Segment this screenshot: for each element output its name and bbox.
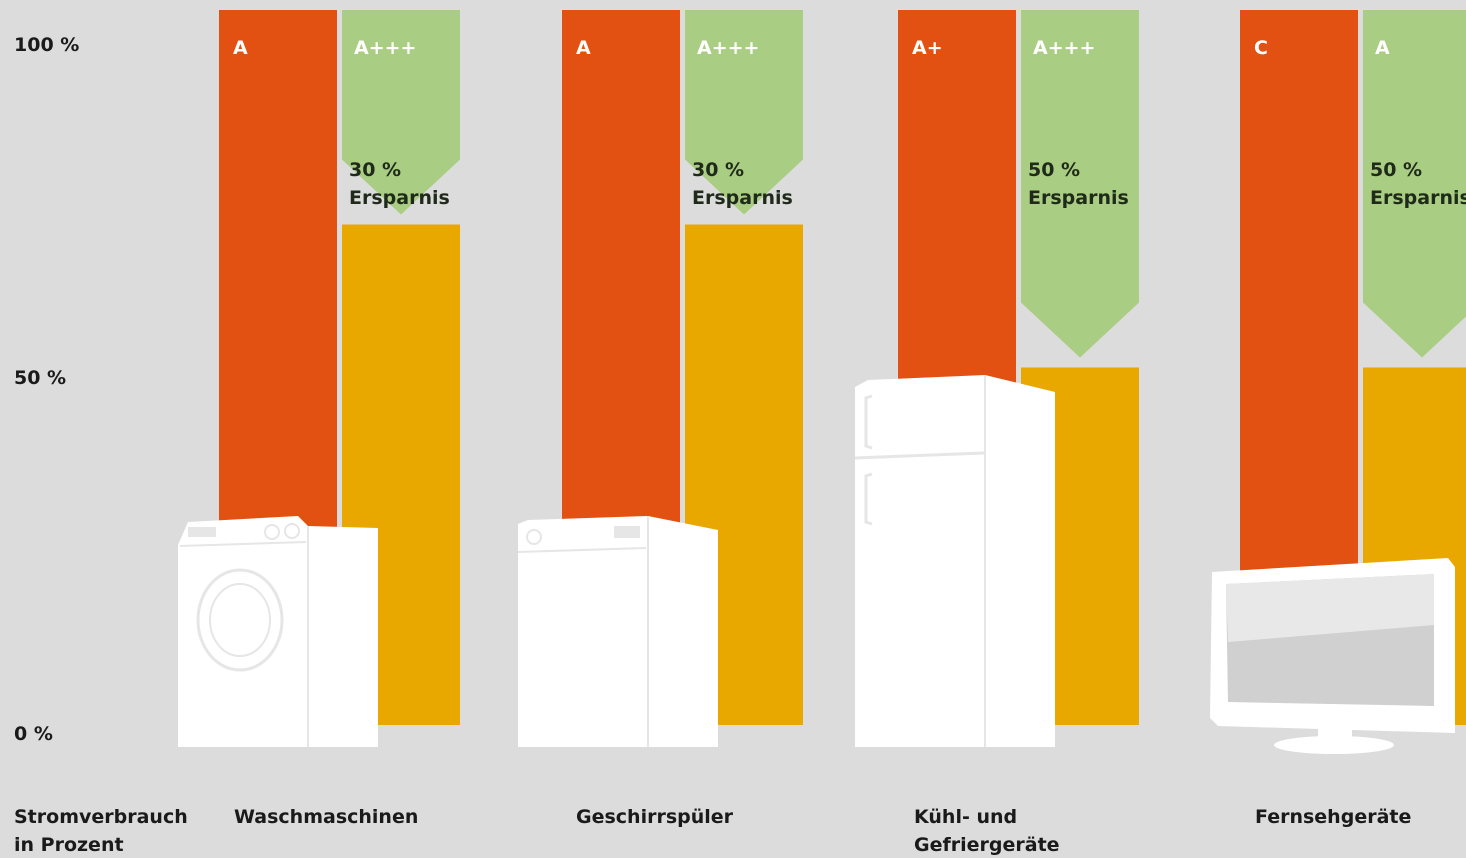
class-label-old-waschmaschinen: A (233, 37, 248, 59)
category-label-waschmaschinen: Waschmaschinen (234, 806, 419, 828)
class-label-old-geschirrspueler: A (576, 37, 591, 59)
savings-label-waschmaschinen: 30 % Ersparnis (349, 159, 450, 209)
category-label-geschirrspueler: Geschirrspüler (576, 806, 734, 828)
savings-label-geschirrspueler: 30 % Ersparnis (692, 159, 793, 209)
category-label-kuehlgeraete: Kühl- und Gefriergeräte (914, 806, 1060, 856)
class-label-new-waschmaschinen: A+++ (354, 37, 416, 59)
y-axis-label: Stromverbrauch in Prozent (14, 806, 188, 856)
savings-arrow-fernsehgeraete (1363, 10, 1466, 358)
savings-label-fernsehgeraete: 50 % Ersparnis (1370, 159, 1466, 209)
y-tick-100: 100 % (14, 34, 80, 56)
dishwasher-icon (517, 516, 718, 747)
savings-arrow-waschmaschinen (342, 10, 460, 215)
washing-machine-icon (178, 516, 378, 747)
class-label-new-kuehl-und-gefriergeraete: A+++ (1033, 37, 1095, 59)
category-label-fernsehgeraete: Fernsehgeräte (1255, 806, 1412, 828)
savings-arrow-kuehl-und-gefriergeraete (1021, 10, 1139, 358)
tv-icon (1210, 558, 1455, 754)
y-tick-50: 50 % (14, 367, 67, 389)
fridge-icon (854, 375, 1055, 747)
class-label-new-fernsehgeraete: A (1375, 37, 1390, 59)
class-label-old-kuehl-und-gefriergeraete: A+ (912, 37, 943, 59)
savings-arrow-geschirrspueler (685, 10, 803, 215)
class-label-old-fernsehgeraete: C (1254, 37, 1268, 59)
y-tick-0: 0 % (14, 723, 53, 745)
savings-label-kuehl-und-gefriergeraete: 50 % Ersparnis (1028, 159, 1129, 209)
class-label-new-geschirrspueler: A+++ (697, 37, 759, 59)
